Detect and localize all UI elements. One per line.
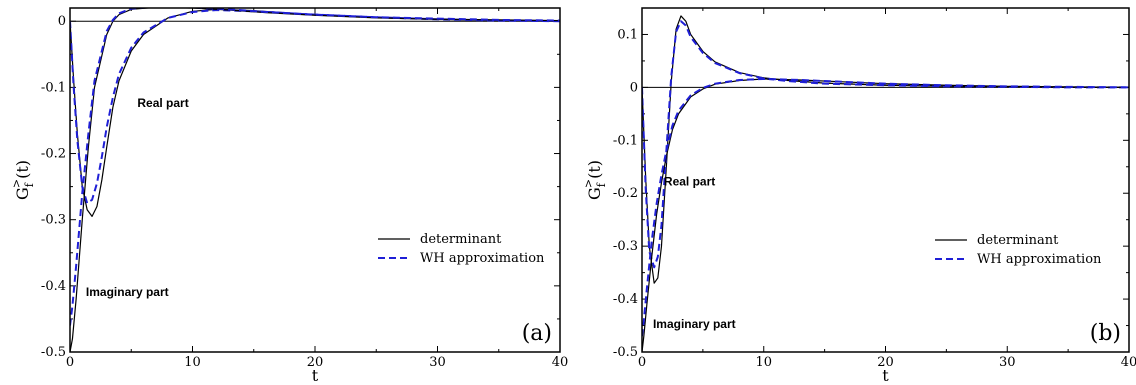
panel-b-legend-label: determinant xyxy=(977,233,1059,248)
panel-a-ytick-label: 0 xyxy=(58,14,66,29)
panel-b-xtick-label: 40 xyxy=(1121,355,1136,370)
panel-a-xtick-label: 0 xyxy=(66,355,74,370)
panel-a-xtick-label: 30 xyxy=(429,355,446,370)
panel-b-ytick-label: 0 xyxy=(630,80,638,95)
panel-a-label: (a) xyxy=(522,321,552,346)
panel-a-ylabel-sup: > xyxy=(10,179,23,188)
panel-b-ytick-label: -0.1 xyxy=(613,133,638,148)
panel-b: 0 10 20 30 40 0.1 0 -0.1 -0.2 -0.3 -0.4 -0.5 Real pa… xyxy=(582,7,1136,385)
panel-b-frame xyxy=(641,7,1130,353)
panel-b-ylabel-sup: > xyxy=(582,179,595,188)
panel-b-xtick-label: 0 xyxy=(638,355,646,370)
panel-a-xtick-label: 10 xyxy=(184,355,201,370)
panel-b-ylabel-sub: f xyxy=(595,182,608,187)
panel-b-ytick-label: -0.5 xyxy=(613,345,638,360)
panel-a-ytick-label: -0.5 xyxy=(41,345,66,360)
panel-b-annotation: Real part xyxy=(664,174,715,188)
panel-a-legend-label: determinant xyxy=(420,232,502,247)
panel-b-ytick-label: -0.4 xyxy=(613,292,638,307)
panel-b-ylabel: Gf>(t) xyxy=(582,160,608,200)
panel-b-series-imaginary-wh-approximation xyxy=(642,77,1129,337)
panel-b-legend-label: WH approximation xyxy=(977,252,1102,267)
panel-a-ylabel: Gf>(t) xyxy=(10,160,36,200)
panel-a-annotation: Imaginary part xyxy=(86,285,169,299)
panel-b-xtick-label: 10 xyxy=(755,355,772,370)
panel-b-xtick-label: 20 xyxy=(877,355,894,370)
panel-a-series-imaginary-wh-approximation xyxy=(70,8,560,326)
panel-b-ylabel-tail: (t) xyxy=(585,160,604,179)
panel-a-annotation: Real part xyxy=(137,96,188,110)
panel-b-ytick-label: -0.2 xyxy=(613,186,638,201)
panel-a-series-real-wh-approximation xyxy=(70,8,560,205)
panel-b-ylabel-main: G xyxy=(585,187,604,200)
panel-a-ytick-label: -0.2 xyxy=(41,147,66,162)
panel-a-series-imaginary-determinant xyxy=(70,8,560,352)
panel-b-label: (b) xyxy=(1090,321,1121,346)
panel-b-ytick-label: -0.3 xyxy=(613,239,638,254)
panel-a-xlabel: t xyxy=(312,366,319,385)
panel-b-annotation: Imaginary part xyxy=(653,317,736,331)
panel-a-legend-label: WH approximation xyxy=(420,251,545,266)
panel-a-ytick-label: -0.4 xyxy=(41,279,66,294)
panel-a-ylabel-sub: f xyxy=(23,182,36,187)
panel-a-xtick-label: 20 xyxy=(307,355,324,370)
panel-a-ytick-label: -0.3 xyxy=(41,213,66,228)
panel-b-series-real-wh-approximation xyxy=(642,20,1129,269)
panel-b-xtick-label: 30 xyxy=(999,355,1016,370)
panel-b-xlabel: t xyxy=(882,366,889,385)
panel-a-ytick-label: -0.1 xyxy=(41,80,66,95)
panel-b-ytick-label: 0.1 xyxy=(617,27,638,42)
panel-b-series-imaginary-determinant xyxy=(642,78,1129,352)
panel-a-xtick-label: 40 xyxy=(552,355,569,370)
panel-a-frame xyxy=(69,7,561,353)
panel-a-ylabel-main: G xyxy=(13,187,32,200)
panel-a-ylabel-tail: (t) xyxy=(13,160,32,179)
panel-a: 0 10 20 30 40 0 -0.1 -0.2 -0.3 -0.4 -0.5 Real part I… xyxy=(10,7,568,385)
panel-a-series-real-determinant xyxy=(70,8,560,217)
